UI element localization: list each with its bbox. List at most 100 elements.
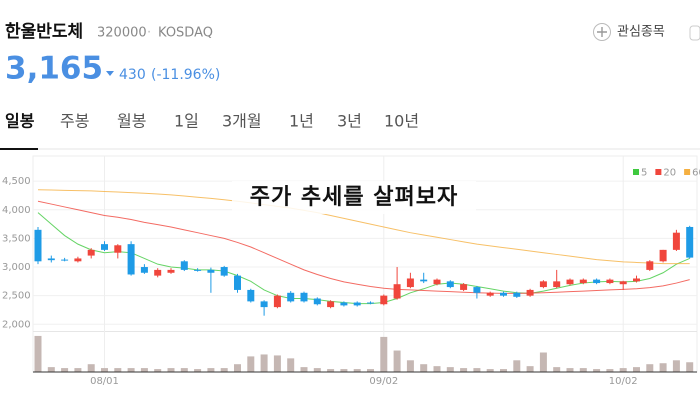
- tab[interactable]: 3개월: [222, 112, 262, 131]
- volume-bar: [234, 364, 241, 372]
- volume-bar: [420, 364, 428, 372]
- candle-body: [646, 261, 654, 270]
- edge-icon: [689, 25, 700, 41]
- down-arrow: [106, 71, 114, 76]
- candle-body: [393, 284, 401, 299]
- annotation: 주가 추세를 살펴보자: [250, 185, 458, 210]
- candle-body: [74, 258, 82, 262]
- candle-body: [167, 269, 175, 273]
- volume-bar: [127, 368, 135, 372]
- volume-bar: [353, 369, 361, 372]
- candle-body: [606, 279, 614, 284]
- candle-body: [380, 295, 388, 305]
- x-tick-label: 09/02: [369, 376, 398, 387]
- separator: ·: [147, 26, 151, 41]
- volume-bar: [300, 367, 308, 372]
- volume-bar: [154, 369, 162, 372]
- tab[interactable]: 주봉: [60, 112, 89, 131]
- candle-body: [61, 259, 69, 261]
- tab[interactable]: 1일: [174, 112, 199, 131]
- volume-bar: [486, 369, 494, 372]
- watch-icon[interactable]: [593, 23, 611, 41]
- candle-body: [500, 292, 507, 296]
- tab[interactable]: 1년: [289, 112, 314, 131]
- legend-swatch: [633, 169, 639, 175]
- volume-bar: [526, 366, 534, 372]
- candle-body: [619, 281, 627, 285]
- volume-bar: [61, 368, 69, 372]
- legend-swatch: [655, 169, 662, 175]
- tab[interactable]: 월봉: [117, 112, 146, 131]
- volume-bar: [327, 369, 335, 372]
- candle-body: [207, 269, 215, 273]
- volume-bar: [686, 362, 694, 372]
- candle-body: [367, 302, 374, 304]
- candle-body: [87, 249, 95, 256]
- candle-body: [273, 295, 281, 308]
- volume-bar: [646, 364, 654, 372]
- candle-body: [287, 292, 295, 302]
- volume-bar: [500, 369, 507, 372]
- volume-bar: [446, 367, 454, 372]
- tab[interactable]: 일봉: [5, 112, 35, 131]
- candle-body: [220, 267, 228, 276]
- tab[interactable]: 3년: [337, 112, 362, 131]
- candle-body: [526, 289, 534, 296]
- volume-bar: [460, 368, 468, 372]
- volume-bar: [74, 368, 82, 372]
- candle-body: [327, 301, 335, 308]
- volume-bar: [194, 369, 202, 372]
- candle-body: [473, 287, 481, 293]
- tab[interactable]: 10년: [384, 112, 419, 131]
- change: 430: [119, 67, 146, 83]
- volume-bar: [140, 368, 148, 372]
- volume-bar: [633, 367, 640, 372]
- change-percent: (-11.96%): [151, 67, 220, 83]
- volume-bar: [579, 368, 587, 372]
- volume-bar: [473, 368, 481, 372]
- stock-name: 한울반도체: [5, 22, 83, 42]
- volume-bar: [593, 369, 601, 372]
- candle-body: [234, 275, 241, 290]
- candle-body: [154, 269, 162, 276]
- candle-body: [140, 267, 148, 273]
- tab-bar: 일봉 주봉 월봉 1일 3개월 1년 3년 10년: [5, 112, 419, 131]
- ma-line: [37, 200, 690, 294]
- candle-body: [260, 301, 268, 308]
- legend-swatch: [684, 169, 691, 175]
- volume-bar: [247, 356, 255, 372]
- chart: 2,000 2,500 3,000 3,500 4,000 4,500 08/01 09/02…: [2, 155, 700, 387]
- candle-body: [406, 278, 414, 288]
- volume-bar: [539, 352, 547, 372]
- volume-bar: [380, 336, 388, 372]
- volume-bar: [367, 369, 374, 372]
- volume-bar: [313, 368, 321, 372]
- price: 3,165: [5, 51, 103, 87]
- volume-bar: [553, 367, 561, 372]
- volume-bar: [180, 368, 188, 372]
- volume-bar: [619, 368, 627, 372]
- legend-label: 60: [692, 168, 700, 179]
- candle-body: [513, 292, 521, 297]
- x-tick-label: 10/02: [609, 376, 638, 387]
- volume-bar: [87, 364, 95, 372]
- candle-body: [566, 279, 574, 285]
- candle-body: [340, 302, 348, 306]
- x-tick-label: 08/01: [90, 376, 119, 387]
- watch-button[interactable]: 관심종목: [617, 25, 665, 40]
- ma-line: [37, 212, 690, 305]
- volume-bar: [606, 369, 614, 372]
- ma-line: [37, 189, 690, 265]
- watch-plus[interactable]: [597, 27, 607, 37]
- annotation-bg: [232, 181, 476, 214]
- volume-bar: [220, 368, 228, 372]
- candle-body: [247, 289, 255, 302]
- volume-bar: [207, 368, 215, 372]
- candle-body: [180, 261, 188, 270]
- candle-body: [47, 258, 55, 261]
- market: KOSDAQ: [158, 26, 213, 41]
- legend-label: 20: [663, 168, 676, 179]
- candle-body: [313, 298, 321, 305]
- candle-body: [300, 292, 308, 302]
